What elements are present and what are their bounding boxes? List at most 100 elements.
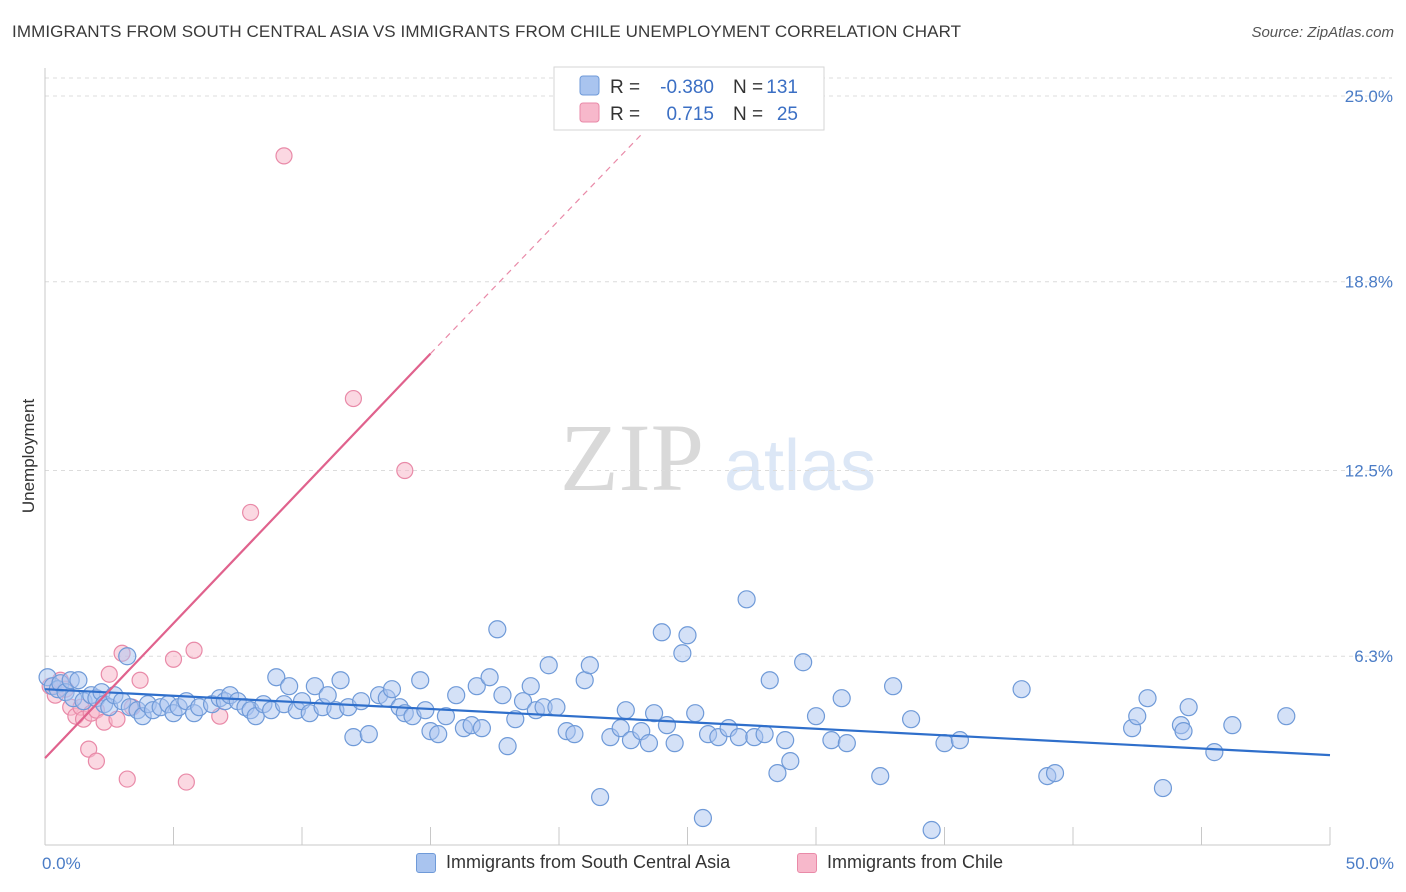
south-central-asia-point-120 <box>935 734 954 753</box>
south-central-asia-point-106 <box>755 725 774 744</box>
y-tick-label-3: 25.0% <box>1345 87 1393 106</box>
south-central-asia-point-124 <box>1045 763 1065 783</box>
south-central-asia-point-85 <box>591 787 610 807</box>
south-central-asia-point-71 <box>488 620 507 639</box>
south-central-asia-point-96 <box>673 644 692 663</box>
south-central-asia-point-131 <box>1179 698 1198 717</box>
south-central-asia-point-113 <box>822 731 841 750</box>
south-central-asia-point-93 <box>652 623 671 642</box>
south-central-asia-point-47 <box>318 686 337 705</box>
legend-r-label-1: R = <box>610 77 640 98</box>
chile-point-21 <box>185 641 203 659</box>
south-central-asia-point-41 <box>280 677 299 696</box>
y-tick-labels: 6.3% 12.5% 18.8% 25.0% <box>1345 87 1393 666</box>
south-central-asia-point-69 <box>472 719 491 738</box>
trend-line-south-central-asia <box>44 688 1331 757</box>
chile-point-26 <box>396 461 414 480</box>
legend-r-value-2: 0.715 <box>666 104 714 125</box>
south-central-asia-point-73 <box>498 737 517 756</box>
legend-item-chile: Immigrants from Chile <box>797 852 1003 873</box>
south-central-asia-point-16 <box>118 647 137 666</box>
chile-point-8 <box>80 740 98 758</box>
south-central-asia-point-51 <box>344 728 363 747</box>
south-central-asia-point-88 <box>616 701 635 720</box>
south-central-asia-point-122 <box>1012 680 1031 699</box>
south-central-asia-point-80 <box>547 698 566 717</box>
south-central-asia-point-52 <box>352 692 371 711</box>
y-tick-label-2: 18.8% <box>1345 273 1393 292</box>
south-central-asia-point-121 <box>950 731 970 750</box>
legend-n-label-1: N = <box>733 77 763 98</box>
south-central-asia-point-116 <box>871 766 890 786</box>
south-central-asia-point-49 <box>331 671 350 690</box>
south-central-asia-point-104 <box>737 590 756 609</box>
chile-point-19 <box>164 650 183 668</box>
legend-swatch-blue <box>579 75 600 96</box>
bottom-legend: Immigrants from South Central Asia Immig… <box>0 852 1406 878</box>
south-central-asia-point-7 <box>69 671 88 690</box>
south-central-asia-point-133 <box>1223 716 1242 735</box>
south-central-asia-point-126 <box>1128 707 1147 726</box>
south-central-asia-point-39 <box>267 668 286 687</box>
south-central-asia-point-98 <box>686 704 705 723</box>
legend-swatch-pink <box>579 102 600 123</box>
chile-point-23 <box>242 503 260 522</box>
chile-point-25 <box>344 389 362 408</box>
watermark-zip: ZIP <box>560 404 704 511</box>
south-central-asia-point-97 <box>678 626 697 645</box>
south-central-asia-point-107 <box>760 671 779 690</box>
trend-lines <box>44 131 1331 759</box>
x-tick-label-1: 50.0% <box>1346 854 1394 873</box>
trend-line-chile <box>44 352 432 759</box>
south-central-asia-point-91 <box>639 734 659 753</box>
chile-point-24 <box>275 147 293 165</box>
chart-title: IMMIGRANTS FROM SOUTH CENTRAL ASIA VS IM… <box>12 22 962 41</box>
south-central-asia-point-60 <box>411 671 430 690</box>
south-central-asia-point-127 <box>1138 689 1157 708</box>
south-central-asia-point-111 <box>794 653 813 672</box>
watermark-atlas: atlas <box>724 426 876 506</box>
south-central-asia-point-74 <box>506 710 525 729</box>
series-south-central-asia-points <box>38 590 1296 840</box>
south-central-asia-point-70 <box>480 668 499 687</box>
south-central-asia-point-68 <box>467 677 486 696</box>
trend-line-chile-extension <box>430 131 645 355</box>
south-central-asia-point-99 <box>693 808 713 828</box>
south-central-asia-point-72 <box>493 686 512 705</box>
south-central-asia-point-65 <box>447 686 466 705</box>
axes <box>44 68 1331 846</box>
legend-item-south-central-asia: Immigrants from South Central Asia <box>416 852 730 873</box>
south-central-asia-point-112 <box>806 707 826 726</box>
legend-r-value-1: -0.380 <box>660 77 714 98</box>
south-central-asia-point-75 <box>513 692 533 711</box>
grid-lines <box>45 77 1392 657</box>
south-central-asia-point-103 <box>729 728 749 747</box>
south-central-asia-point-115 <box>837 734 856 753</box>
south-central-asia-point-94 <box>657 716 677 735</box>
south-central-asia-point-130 <box>1174 722 1193 741</box>
south-central-asia-point-108 <box>768 763 787 783</box>
south-central-asia-point-117 <box>883 677 903 696</box>
x-tick-labels: 0.0% 50.0% <box>42 854 1394 873</box>
y-axis-label: Unemployment <box>19 399 38 514</box>
legend-r-label-2: R = <box>610 104 640 125</box>
south-central-asia-point-110 <box>781 752 800 771</box>
south-central-asia-point-132 <box>1205 743 1224 762</box>
chile-point-13 <box>100 665 118 683</box>
south-central-asia-point-95 <box>665 734 684 753</box>
south-central-asia-point-61 <box>416 701 435 720</box>
south-central-asia-point-92 <box>644 704 664 723</box>
legend-label-chile: Immigrants from Chile <box>827 852 1004 872</box>
south-central-asia-point-84 <box>580 656 599 675</box>
south-central-asia-point-114 <box>832 689 851 708</box>
south-central-asia-point-119 <box>922 820 941 840</box>
source-label: Source: ZipAtlas.com <box>1251 24 1394 41</box>
y-tick-label-1: 12.5% <box>1345 461 1393 480</box>
south-central-asia-point-109 <box>776 731 795 750</box>
chile-point-20 <box>177 773 195 791</box>
legend-box: R = -0.380 N = 131 R = 0.715 N = 25 <box>553 66 825 131</box>
y-tick-label-0: 6.3% <box>1354 647 1393 666</box>
south-central-asia-point-64 <box>436 707 456 726</box>
legend-n-label-2: N = <box>733 104 763 125</box>
